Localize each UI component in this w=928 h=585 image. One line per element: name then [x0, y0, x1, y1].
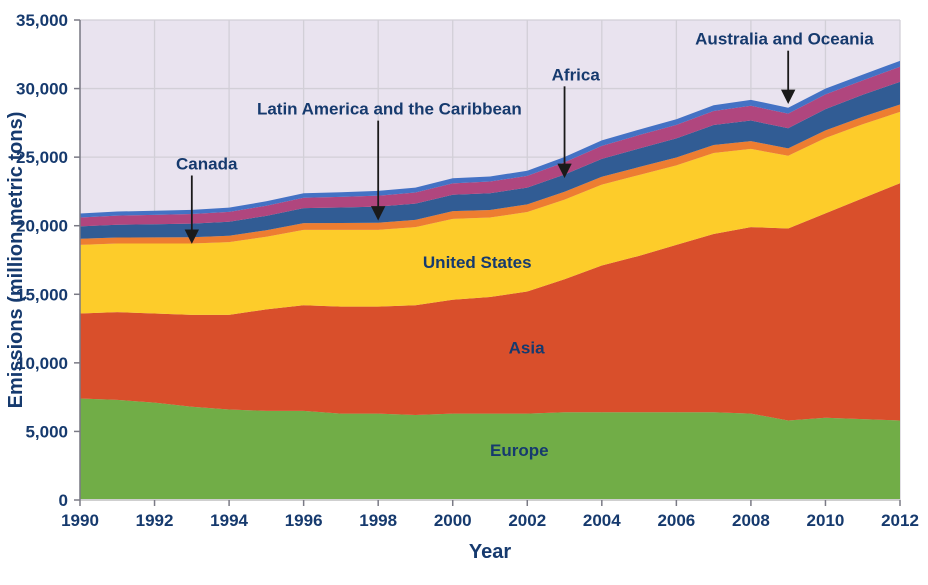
callout-label: Latin America and the Caribbean [257, 100, 522, 119]
x-tick-label: 2002 [508, 511, 546, 530]
y-tick-label: 0 [59, 491, 68, 510]
x-tick-label: 1992 [136, 511, 174, 530]
x-tick-label: 2008 [732, 511, 770, 530]
x-axis-title: Year [469, 541, 511, 563]
callout-label: Africa [552, 65, 601, 84]
series-label: United States [423, 253, 532, 272]
x-tick-label: 2000 [434, 511, 472, 530]
callout-label: Australia and Oceania [695, 30, 874, 49]
series-label: Europe [490, 441, 549, 460]
x-tick-label: 1996 [285, 511, 323, 530]
series-label: Asia [509, 338, 545, 357]
y-tick-label: 5,000 [25, 422, 68, 441]
callout-label: Canada [176, 154, 238, 173]
x-tick-label: 2004 [583, 511, 621, 530]
x-tick-label: 1994 [210, 511, 248, 530]
x-tick-label: 1998 [359, 511, 397, 530]
x-tick-label: 2006 [657, 511, 695, 530]
y-tick-label: 30,000 [16, 80, 68, 99]
emissions-stacked-area-chart: 1990 1992 1994 1996 1998 2000 2002 2004 2006 2008… [0, 0, 928, 585]
x-tick-label: 1990 [61, 511, 99, 530]
x-tick-label: 2010 [807, 511, 845, 530]
y-axis-title: Emissions (million metric tons) [5, 112, 27, 409]
y-tick-label: 35,000 [16, 11, 68, 30]
x-tick-label: 2012 [881, 511, 919, 530]
